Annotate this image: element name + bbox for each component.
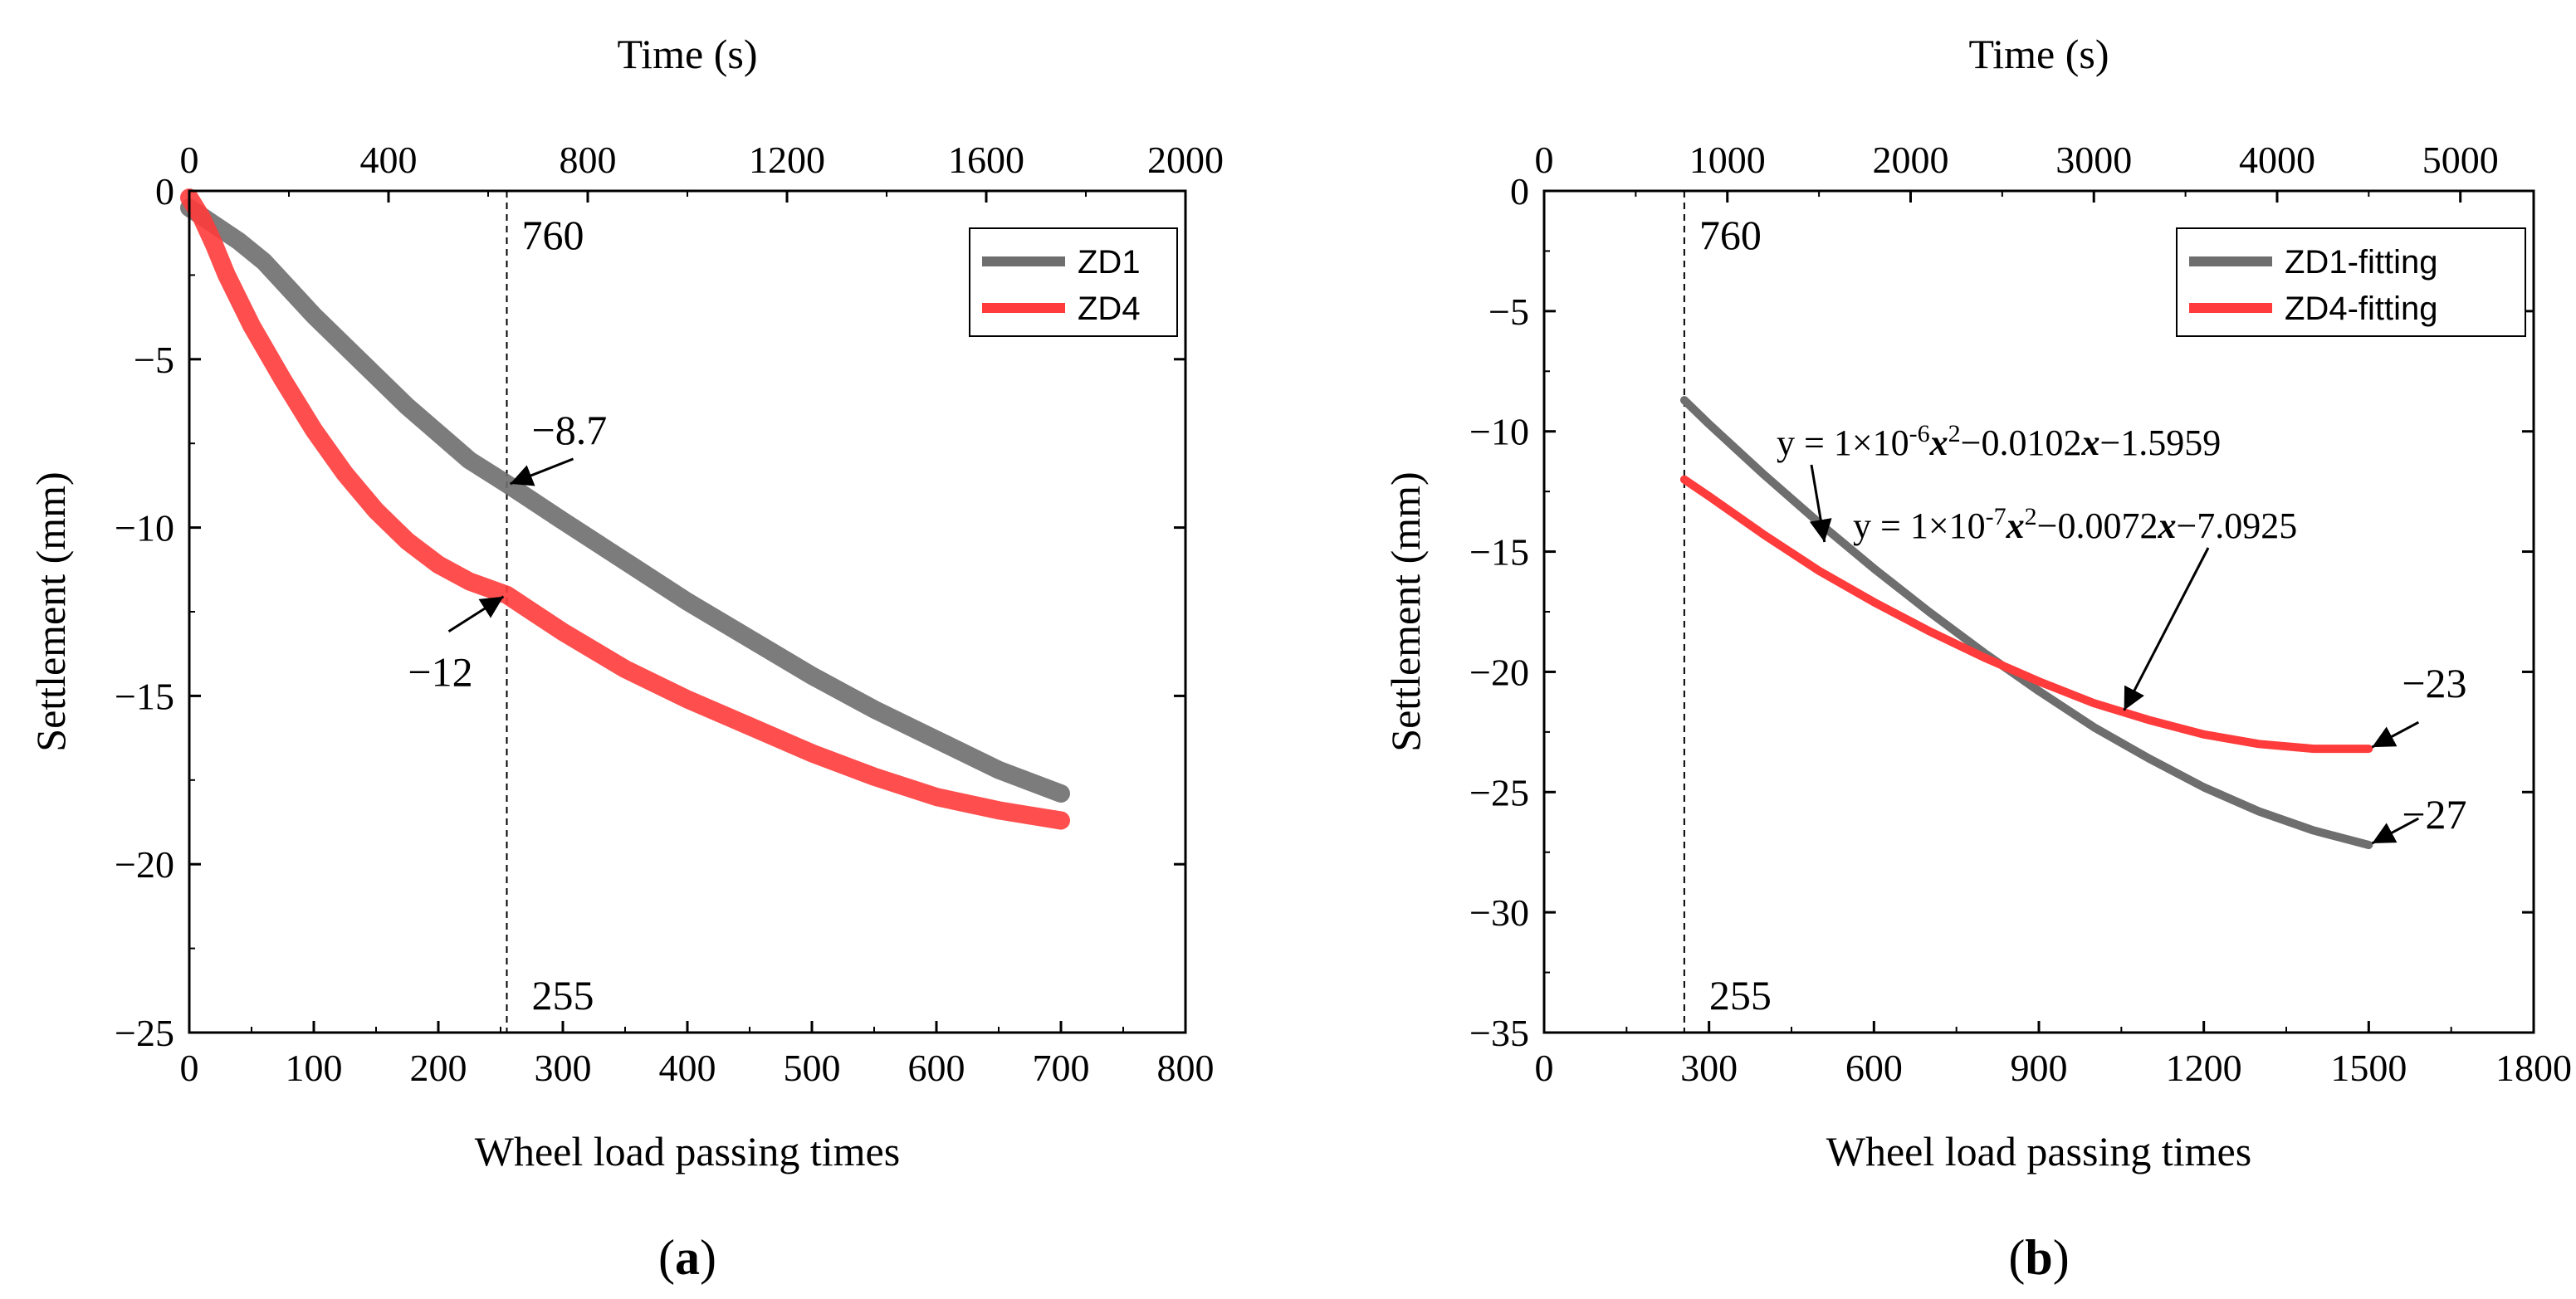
- x2-tick-label: 1200: [749, 139, 825, 181]
- equation-arrow-zd1: [1809, 464, 1832, 543]
- legend-box: [969, 227, 1178, 337]
- x-tick-label: 300: [1680, 1047, 1738, 1089]
- x2-tick-label: 1000: [1689, 139, 1766, 181]
- annotation-arrow-end-zd4: [2371, 720, 2420, 749]
- reference-label-top: 760: [1699, 212, 1762, 258]
- x-tick-label: 900: [2011, 1047, 2068, 1089]
- x2-axis-title: Time (s): [1968, 31, 2109, 77]
- y-tick-label: −5: [134, 339, 174, 381]
- chart-panel-a: 0 100 200 300 400 500 600 700 800 0 400 800 1200 1600…: [27, 31, 1224, 1285]
- series-line-zd1-fitting: [1679, 396, 2373, 849]
- x2-tick-label: 400: [360, 139, 418, 181]
- annotation-arrow-end-zd1: [2371, 817, 2420, 845]
- x-tick-label: 100: [286, 1047, 343, 1089]
- annotation-label-end-zd4: −23: [2402, 660, 2466, 706]
- x-tick-label: 200: [410, 1047, 467, 1089]
- x-tick-label: 1800: [2495, 1047, 2572, 1089]
- y-tick-label: −10: [115, 507, 174, 549]
- y-tick-label: −20: [1469, 651, 1529, 693]
- x2-tick-label: 4000: [2239, 139, 2315, 181]
- y-tick-label: −15: [115, 675, 174, 717]
- x-tick-label: 500: [784, 1047, 841, 1089]
- y-tick-label: −30: [1469, 891, 1529, 934]
- y-tick-label: −35: [1469, 1012, 1529, 1054]
- reference-label-top: 760: [522, 212, 584, 258]
- chart-panel-b: 0 300 600 900 1200 1500 1800 0 1000 2000 3000 4000 5…: [1382, 31, 2572, 1285]
- x2-tick-label: 0: [180, 139, 199, 181]
- annotation-label-zd1: −8.7: [532, 407, 608, 453]
- equation-arrow-zd4: [2123, 547, 2210, 711]
- legend-label-zd4-fitting: ZD4-fitting: [2285, 291, 2438, 327]
- y-axis-title: Settlement (mm): [1382, 471, 1429, 751]
- annotation-arrow-zd4: [447, 595, 505, 632]
- reference-label-bottom: 255: [1709, 972, 1772, 1018]
- x2-tick-label: 3000: [2055, 139, 2132, 181]
- legend-box: [2176, 227, 2526, 337]
- equation-zd1: y = 1×10-6x2−0.0102x−1.5959: [1777, 420, 2221, 464]
- annotation-label-zd4: −12: [408, 649, 472, 696]
- x2-tick-label: 2000: [1872, 139, 1948, 181]
- x-tick-label: 800: [1157, 1047, 1215, 1089]
- x-tick-label: 600: [908, 1047, 965, 1089]
- x-tick-label: 400: [659, 1047, 716, 1089]
- x-tick-label: 600: [1845, 1047, 1903, 1089]
- x2-tick-label: 5000: [2422, 139, 2499, 181]
- legend-label-zd4: ZD4: [1078, 291, 1141, 327]
- y-axis-title: Settlement (mm): [27, 471, 74, 751]
- y-tick-label: 0: [155, 170, 174, 212]
- equation-zd4: y = 1×10-7x2−0.0072x−7.0925: [1853, 503, 2297, 547]
- x-tick-label: 700: [1033, 1047, 1090, 1089]
- x-tick-label: 0: [180, 1047, 199, 1089]
- legend-label-zd1: ZD1: [1078, 244, 1141, 281]
- x-tick-label: 1500: [2330, 1047, 2407, 1089]
- panel-label: (a): [658, 1230, 716, 1285]
- panel-label: (b): [2008, 1230, 2069, 1285]
- annotation-arrow-zd1: [509, 457, 574, 486]
- y-tick-label: −10: [1469, 411, 1529, 453]
- y-tick-label: −25: [115, 1012, 174, 1054]
- y-tick-label: −20: [115, 843, 174, 886]
- annotation-label-end-zd1: −27: [2402, 791, 2466, 838]
- x2-tick-label: 0: [1535, 139, 1554, 181]
- y-tick-label: −15: [1469, 531, 1529, 574]
- x-tick-label: 300: [535, 1047, 592, 1089]
- series-line-zd4: [180, 188, 1070, 830]
- y-tick-label: 0: [1510, 170, 1529, 212]
- x-axis-title: Wheel load passing times: [475, 1128, 900, 1174]
- x-tick-label: 1200: [2166, 1047, 2242, 1089]
- x-axis-title: Wheel load passing times: [1826, 1128, 2251, 1174]
- y-tick-label: −5: [1488, 291, 1529, 333]
- x-tick-label: 0: [1535, 1047, 1554, 1089]
- series-line-zd4-fitting: [1679, 475, 2373, 754]
- reference-label-bottom: 255: [532, 972, 594, 1018]
- x2-tick-label: 1600: [948, 139, 1024, 181]
- x2-tick-label: 800: [560, 139, 617, 181]
- series-line-zd1: [180, 198, 1070, 803]
- y-tick-label: −25: [1469, 771, 1529, 813]
- legend-label-zd1-fitting: ZD1-fitting: [2285, 244, 2438, 281]
- x2-tick-label: 2000: [1147, 139, 1224, 181]
- x2-axis-title: Time (s): [617, 31, 757, 77]
